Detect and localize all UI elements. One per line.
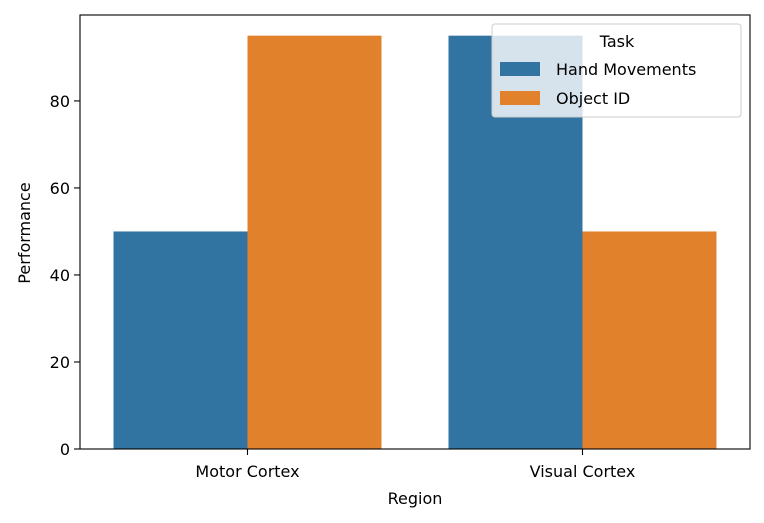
- legend-label: Object ID: [556, 89, 630, 108]
- y-axis: 0 20 40 60 80: [50, 92, 80, 459]
- plot-border: [79, 14, 751, 450]
- x-tick-label: Visual Cortex: [530, 462, 636, 481]
- x-axis: Motor Cortex Visual Cortex: [195, 449, 635, 481]
- x-axis-label: Region: [388, 489, 443, 508]
- y-tick-label: 0: [60, 440, 70, 459]
- legend-box: [491, 23, 742, 118]
- legend-title: Task: [599, 32, 635, 51]
- legend-label: Hand Movements: [556, 60, 696, 79]
- y-tick-label: 20: [50, 353, 70, 372]
- y-tick-label: 40: [50, 266, 70, 285]
- legend-swatch: [500, 91, 540, 105]
- y-tick-label: 60: [50, 179, 70, 198]
- bar-motor-cortex-object-id: [247, 35, 382, 450]
- y-tick-label: 80: [50, 92, 70, 111]
- x-tick-label: Motor Cortex: [195, 462, 299, 481]
- legend: Task Hand Movements Object ID: [491, 23, 742, 118]
- bar-motor-cortex-hand-movements: [113, 231, 248, 449]
- bar-visual-cortex-object-id: [582, 231, 717, 449]
- legend-swatch: [500, 62, 540, 76]
- legend-entries: Hand Movements Object ID: [500, 60, 696, 108]
- bars-layer: [113, 35, 717, 450]
- y-axis-label: Performance: [15, 182, 34, 283]
- plot-frame: [79, 14, 751, 450]
